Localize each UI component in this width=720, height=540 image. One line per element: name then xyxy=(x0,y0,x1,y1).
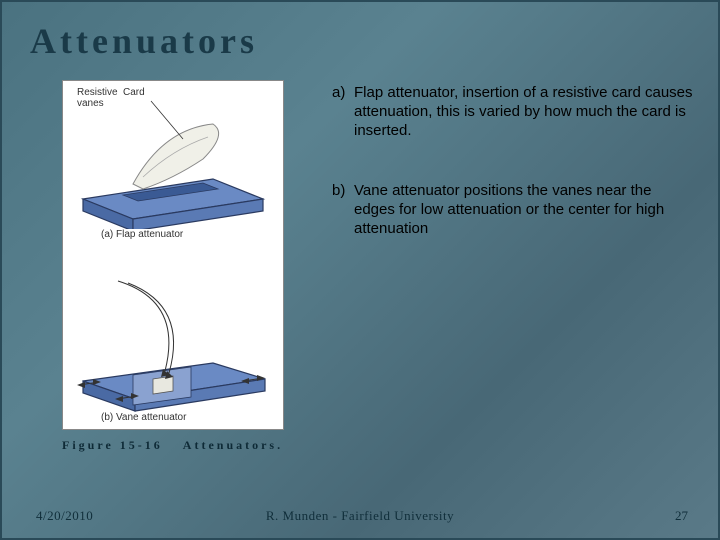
figure-container: Card (a) Flap attenuator Resistive vanes xyxy=(62,80,284,430)
bullet-a: a)Flap attenuator, insertion of a resist… xyxy=(332,84,702,140)
figure-number: Figure 15-16 xyxy=(62,438,163,452)
figure-caption: Figure 15-16 Attenuators. xyxy=(62,438,283,453)
figure-caption-text: Attenuators. xyxy=(183,438,283,452)
bullet-b-text: Vane attenuator positions the vanes near… xyxy=(354,182,694,238)
footer-page-number: 27 xyxy=(675,508,688,524)
vane-attenuator-diagram xyxy=(73,251,273,421)
bullet-b: b)Vane attenuator positions the vanes ne… xyxy=(332,182,712,238)
subcaption-a: (a) Flap attenuator xyxy=(101,229,183,240)
slide-title: Attenuators xyxy=(30,20,258,62)
footer-author: R. Munden - Fairfield University xyxy=(2,508,718,524)
subcaption-b: (b) Vane attenuator xyxy=(101,412,186,423)
bullet-a-marker: a) xyxy=(332,84,354,103)
bullet-a-text: Flap attenuator, insertion of a resistiv… xyxy=(354,84,694,140)
flap-attenuator-diagram xyxy=(73,89,273,229)
bullet-b-marker: b) xyxy=(332,182,354,201)
vanes-label: Resistive vanes xyxy=(77,87,118,109)
